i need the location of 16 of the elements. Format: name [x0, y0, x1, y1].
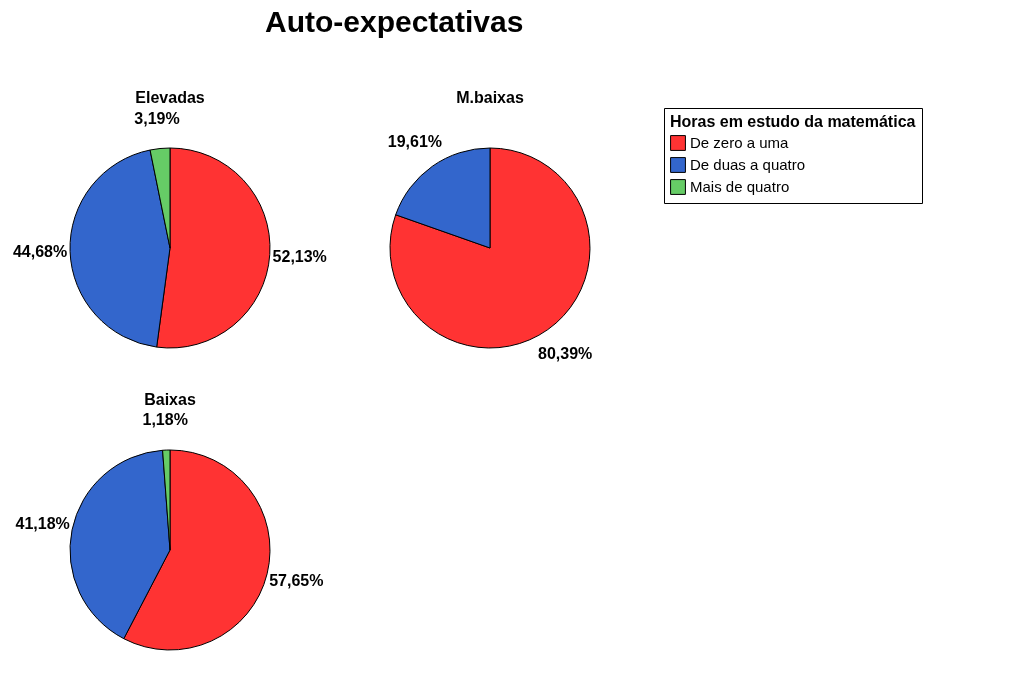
legend-label: De duas a quatro [690, 156, 806, 173]
data-label: 80,39% [537, 345, 593, 363]
data-label: 44,68% [12, 243, 68, 261]
legend-title: Horas em estudo da matemática [670, 113, 916, 130]
data-label: 3,19% [134, 109, 180, 127]
data-label: 52,13% [272, 247, 327, 265]
slice-label: Baixas [144, 391, 196, 408]
slice-label: M.baixas [456, 89, 524, 106]
data-label: 57,65% [269, 571, 324, 589]
data-label: 41,18% [15, 514, 70, 532]
data-label: 19,61% [387, 132, 443, 150]
legend-label: De zero a uma [690, 134, 790, 151]
slice-label: Elevadas [135, 89, 205, 106]
chart-title: Auto-expectativas [265, 5, 524, 38]
legend-label: Mais de quatro [690, 178, 790, 195]
data-label: 1,18% [142, 411, 188, 429]
